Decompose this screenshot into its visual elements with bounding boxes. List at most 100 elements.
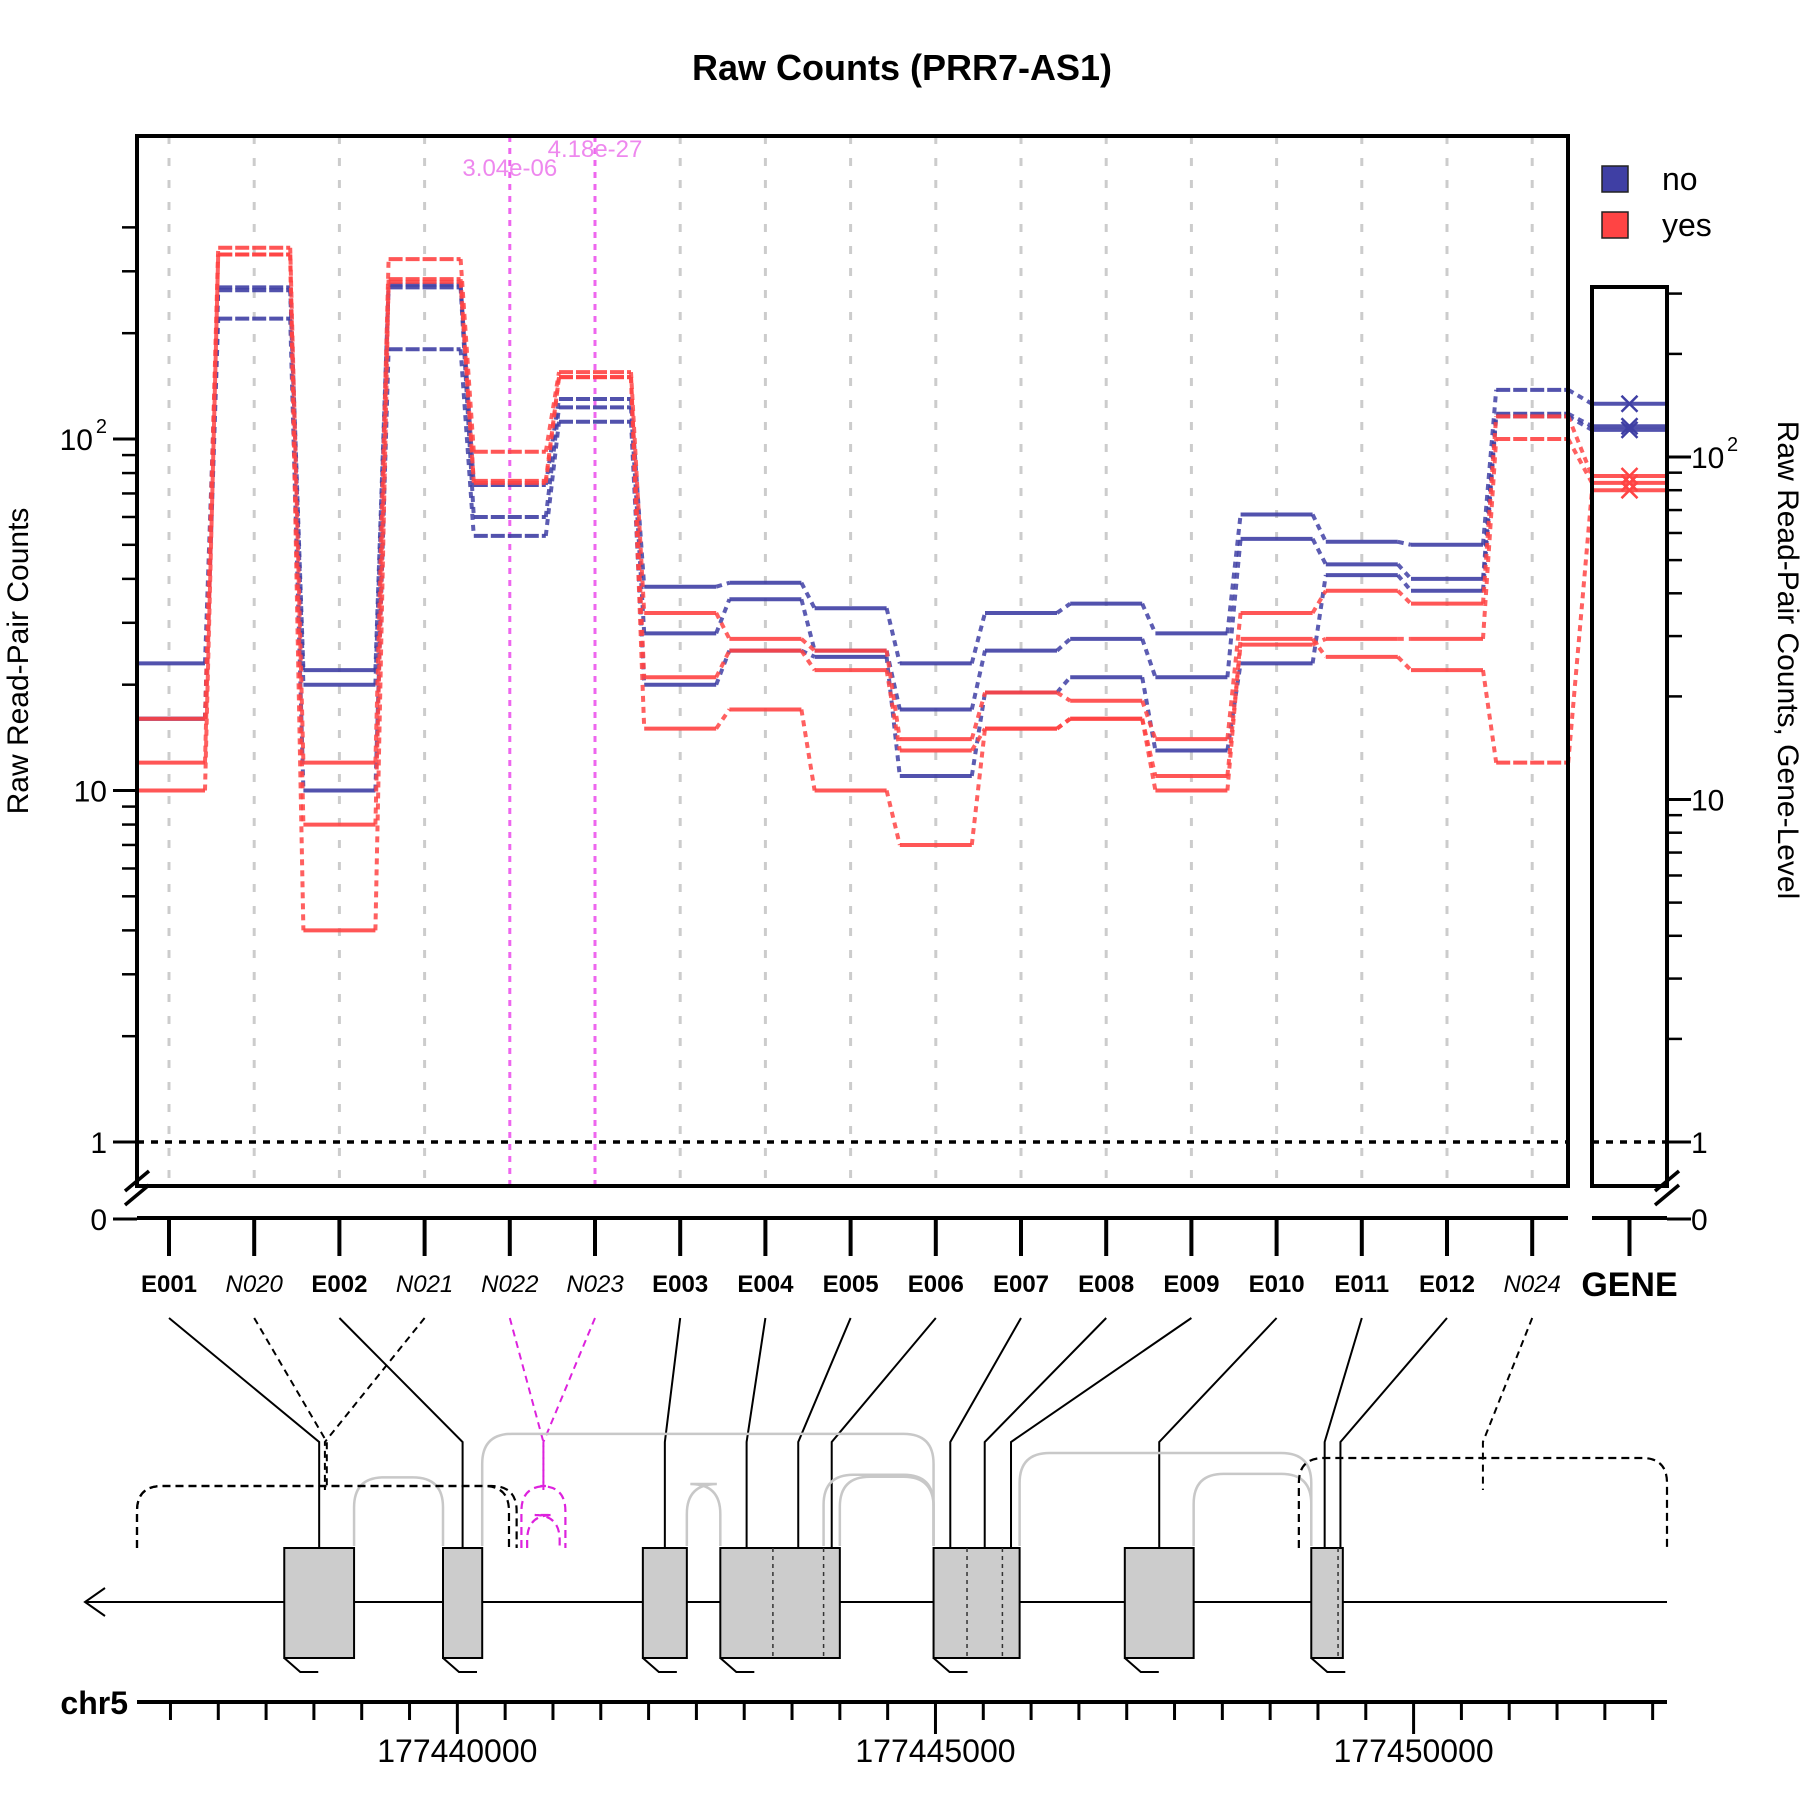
- series-connector: [1481, 438, 1499, 640]
- feature-label-n021: N021: [396, 1271, 453, 1298]
- feature-label-n022: N022: [481, 1271, 538, 1298]
- axis-break-mark: [123, 1169, 151, 1193]
- series-connector: [629, 398, 647, 587]
- connector-e008: [983, 1317, 1107, 1548]
- series-connector: [373, 279, 391, 825]
- series-connector: [1310, 637, 1328, 659]
- series-connector: [970, 727, 987, 752]
- series-connector: [969, 728, 987, 846]
- legend: no yes: [1601, 161, 1712, 243]
- exon-block: [1123, 1547, 1195, 1659]
- series-connector: [714, 612, 732, 640]
- feature-label-e003: E003: [652, 1271, 708, 1298]
- series-connector: [543, 376, 561, 484]
- series-connector: [1140, 718, 1158, 777]
- gene-connector: [1566, 490, 1594, 763]
- series-connector: [799, 709, 817, 791]
- feature-label-e001: E001: [141, 1271, 197, 1298]
- series-connector: [1310, 574, 1328, 664]
- series-connector: [1055, 690, 1072, 703]
- series-connector: [714, 649, 732, 679]
- series-connector: [288, 254, 306, 931]
- gene-level-marker: [1620, 394, 1639, 413]
- y-tick-label: 10: [60, 424, 93, 457]
- junction-arc-n021: [135, 1484, 511, 1548]
- series-connector: [1140, 700, 1158, 740]
- y-right-tick-label: 0: [1691, 1204, 1708, 1237]
- series-connector: [1396, 655, 1413, 672]
- series-connector: [1055, 637, 1072, 653]
- series-connector: [543, 421, 561, 537]
- junction-arc-n022: [520, 1484, 567, 1548]
- series-no-1: [137, 285, 1568, 721]
- connector-n020: [253, 1317, 328, 1490]
- series-yes-5: [137, 252, 1568, 933]
- series-connector: [969, 691, 987, 740]
- splice-arc: [1018, 1451, 1313, 1546]
- genomic-tick-label: 177445000: [855, 1733, 1015, 1769]
- connector-e004: [745, 1317, 767, 1548]
- axis-break-mark: [123, 1183, 151, 1207]
- series-connector: [1396, 573, 1413, 593]
- exon-block: [283, 1547, 356, 1659]
- series-connector: [799, 581, 817, 610]
- exon-block: [442, 1547, 484, 1659]
- gene-connector: [1567, 414, 1593, 432]
- series-connector: [799, 598, 817, 652]
- series-connector: [1055, 602, 1072, 615]
- feature-connectors: [168, 1317, 1534, 1548]
- y-right-tick-label-exponent: 2: [1727, 434, 1738, 456]
- series-connector: [373, 281, 391, 931]
- exon-bracket: [932, 1657, 968, 1673]
- gene-panel-frame: [1590, 285, 1669, 1188]
- feature-label-e002: E002: [311, 1271, 367, 1298]
- exon-bracket: [719, 1657, 755, 1673]
- exon-block: [719, 1547, 841, 1659]
- series-connector: [1055, 675, 1072, 694]
- legend-label-no: no: [1662, 161, 1698, 197]
- series-connector: [884, 669, 902, 751]
- feature-label-n023: N023: [566, 1271, 624, 1298]
- y-tick-label: 1: [90, 1127, 107, 1160]
- feature-label-e006: E006: [908, 1271, 964, 1298]
- y-right-tick-label: 1: [1691, 1127, 1708, 1160]
- series-connector: [458, 349, 476, 537]
- axis-break-mark: [1653, 1183, 1681, 1207]
- series-connector: [884, 790, 902, 846]
- series-connector: [1481, 389, 1499, 545]
- feature-label-gene: GENE: [1581, 1266, 1677, 1304]
- y-right-tick-label: 10: [1691, 442, 1724, 475]
- junction-arc-n020: [135, 1484, 518, 1548]
- genomic-tick-label: 177450000: [1334, 1733, 1494, 1769]
- series-connector: [884, 650, 902, 740]
- y-tick-label: 0: [90, 1204, 107, 1237]
- feature-gridlines: 3.04e-064.18e-27: [167, 136, 1534, 1186]
- gene-connector: [1567, 411, 1593, 428]
- series-connector: [1396, 562, 1413, 581]
- chromosome-label: chr5: [60, 1685, 128, 1721]
- exon-bracket: [1310, 1657, 1346, 1673]
- plot-frame: [135, 134, 1570, 1188]
- series-connector: [1140, 638, 1158, 678]
- connector-n024: [1481, 1317, 1534, 1490]
- exon-block: [932, 1547, 1021, 1659]
- legend-label-yes: yes: [1662, 207, 1712, 243]
- legend-swatch-no: [1601, 165, 1629, 193]
- gene-connector: [1567, 388, 1594, 406]
- feature-label-e012: E012: [1419, 1271, 1475, 1298]
- feature-label-e009: E009: [1163, 1271, 1219, 1298]
- series-connector: [203, 254, 221, 791]
- junction-arc-n024: [1297, 1456, 1669, 1548]
- axis-break-mark: [1653, 1169, 1681, 1193]
- gene-connector: [1566, 438, 1594, 484]
- gene-level-marker: [1620, 420, 1639, 439]
- feature-label-e007: E007: [993, 1271, 1049, 1298]
- series-connector: [1310, 513, 1328, 543]
- series-connector: [1310, 537, 1328, 566]
- junction-arc-n023: [526, 1513, 561, 1548]
- exon-bracket: [642, 1657, 677, 1673]
- series-connector: [715, 580, 730, 589]
- gene-level-layer: [1566, 388, 1667, 763]
